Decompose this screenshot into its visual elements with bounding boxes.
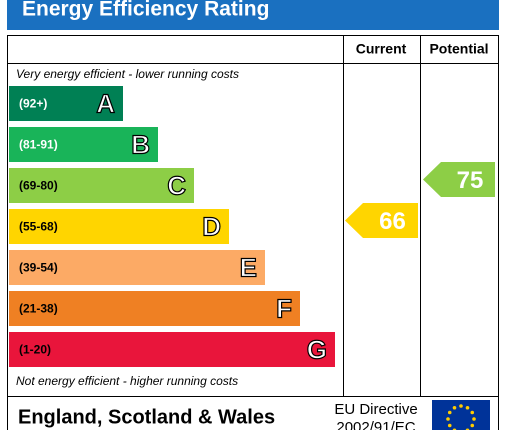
band-letter: D: [202, 211, 221, 241]
band-bar: [9, 332, 335, 367]
band-range: (39-54): [19, 261, 58, 275]
eu-star: [447, 423, 452, 428]
band-range: (55-68): [19, 220, 58, 234]
eu-star: [459, 404, 463, 408]
band-letter: C: [167, 170, 186, 200]
eu-star: [470, 410, 475, 415]
band-range: (21-38): [19, 302, 58, 316]
band-letter: B: [131, 129, 150, 159]
top-note: Very energy efficient - lower running co…: [16, 67, 239, 81]
potential-header: Potential: [429, 41, 488, 57]
region: England, Scotland & Wales: [18, 406, 275, 428]
potential-arrow: [423, 162, 495, 197]
directive-2: 2002/91/EC: [336, 419, 415, 430]
eu-star: [452, 405, 457, 410]
band-bar: [9, 127, 158, 162]
band-letter: F: [276, 293, 292, 323]
band-bar: [9, 86, 123, 121]
title-bar: [7, 0, 499, 30]
band-bar: [9, 209, 229, 244]
band-range: (1-20): [19, 343, 51, 357]
current-header: Current: [356, 41, 407, 57]
current-value: 66: [379, 208, 406, 235]
eu-star: [447, 410, 452, 415]
band-range: (92+): [19, 97, 47, 111]
band-range: (69-80): [19, 179, 58, 193]
directive-1: EU Directive: [334, 401, 417, 418]
footer-frame: [7, 396, 499, 430]
eu-star: [465, 405, 470, 410]
band-bar: [9, 168, 194, 203]
band-letter: A: [96, 88, 115, 118]
title: Energy Efficiency Rating: [22, 0, 269, 21]
potential-value: 75: [457, 167, 484, 194]
band-bar: [9, 250, 265, 285]
band-letter: G: [307, 334, 327, 364]
eu-star: [446, 417, 450, 421]
band-letter: E: [240, 252, 257, 282]
current-arrow: [345, 203, 418, 238]
eu-star: [472, 417, 476, 421]
bottom-note: Not energy efficient - higher running co…: [16, 374, 238, 388]
eu-star: [470, 423, 475, 428]
band-range: (81-91): [19, 138, 58, 152]
band-bar: [9, 291, 300, 326]
